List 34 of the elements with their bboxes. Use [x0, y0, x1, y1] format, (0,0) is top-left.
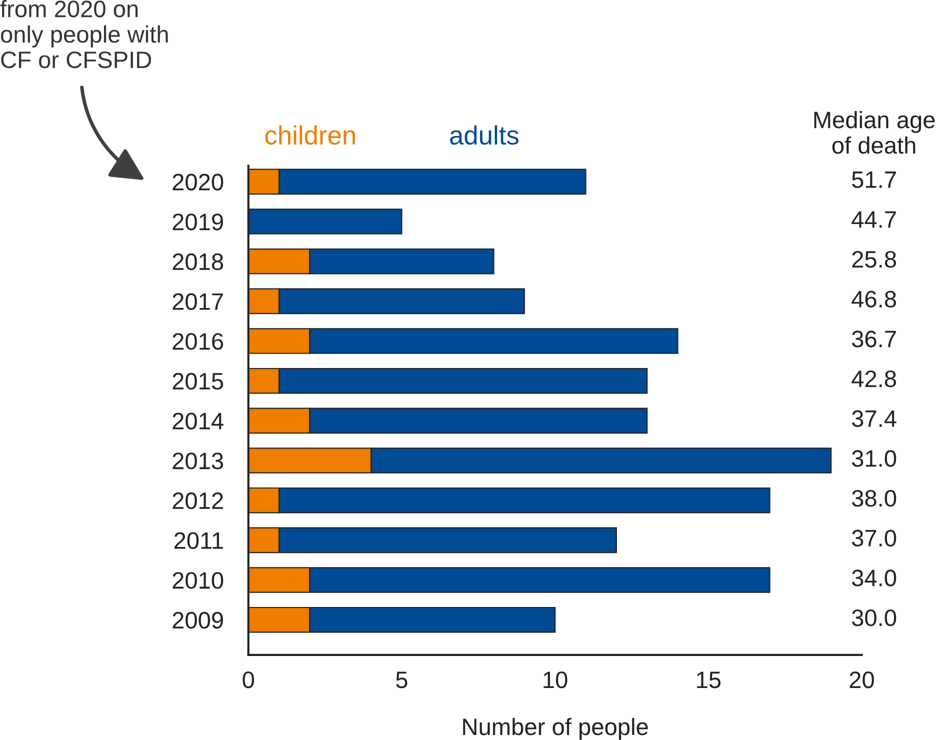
annotation: 37.4 — [852, 410, 896, 428]
y-tick-label: 2015 — [172, 372, 224, 390]
annotation: 37.0 — [852, 530, 896, 547]
x-tick-label: 0 — [242, 671, 254, 688]
y-tick-label: 2016 — [172, 333, 224, 350]
annotation: 51.7 — [852, 172, 896, 188]
annotation: 46.8 — [852, 290, 896, 308]
y-tick-label: 2009 — [172, 612, 223, 629]
annotation: 44.7 — [852, 211, 896, 228]
annotation: 34.0 — [852, 570, 896, 586]
x-axis-title: Number of people — [463, 718, 648, 740]
series-label: adults — [450, 125, 518, 145]
text: Median age of death — [814, 110, 935, 154]
y-tick-label: 2013 — [172, 452, 224, 470]
annotation: 25.8 — [852, 250, 896, 268]
annotation: 38.0 — [852, 490, 896, 507]
x-tick-label: 5 — [396, 672, 408, 688]
annotation: 31.0 — [852, 450, 896, 467]
y-tick-label: 2010 — [172, 572, 224, 589]
x-tick-label: 15 — [697, 672, 721, 688]
annotation: 42.8 — [852, 370, 896, 388]
series-label: children — [265, 125, 355, 145]
y-tick-label: 2014 — [172, 412, 224, 430]
annotation: 30.0 — [852, 609, 896, 626]
x-tick-label: 10 — [544, 671, 568, 688]
y-tick-label: 2020 — [172, 174, 224, 190]
x-tick-label: 20 — [850, 671, 874, 688]
y-tick-label: 2018 — [172, 253, 224, 270]
y-tick-label: 2017 — [172, 293, 223, 310]
y-tick-label: 2019 — [172, 214, 223, 230]
annotation: 36.7 — [852, 330, 896, 348]
y-tick-label: 2012 — [172, 492, 223, 510]
text: from 2020 on only people with CF or CFSPID — [0, 0, 168, 68]
y-tick-label: 2011 — [174, 532, 223, 549]
